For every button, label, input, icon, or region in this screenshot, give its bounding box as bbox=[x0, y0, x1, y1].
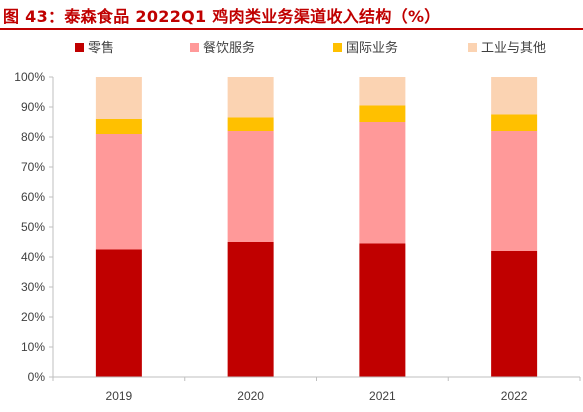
x-tick-label: 2021 bbox=[369, 389, 396, 403]
chart-title: 图 43：泰森食品 2022Q1 鸡肉类业务渠道收入结构（%） bbox=[3, 7, 441, 26]
bar-2020-series-1 bbox=[227, 242, 274, 377]
legend-swatch-3 bbox=[333, 43, 342, 52]
y-tick-label: 90% bbox=[21, 100, 45, 114]
x-tick-label: 2019 bbox=[106, 389, 133, 403]
y-tick-label: 70% bbox=[21, 160, 45, 174]
y-tick-label: 30% bbox=[21, 280, 45, 294]
legend-label-1: 零售 bbox=[88, 40, 114, 56]
x-tick-label: 2022 bbox=[501, 389, 528, 403]
bar-2019-series-4 bbox=[95, 77, 142, 119]
bar-2021-series-1 bbox=[359, 243, 406, 377]
bar-2022-series-3 bbox=[491, 114, 538, 131]
legend-swatch-4 bbox=[468, 43, 477, 52]
y-tick-label: 10% bbox=[21, 340, 45, 354]
bar-2020-series-3 bbox=[227, 117, 274, 131]
y-axis: 0% 10% 20% 30% 40% 50% 60% 70% 80% 90% 100% bbox=[14, 70, 54, 384]
bar-2021-series-2 bbox=[359, 122, 406, 244]
bar-2021-series-3 bbox=[359, 105, 406, 122]
y-tick-label: 0% bbox=[28, 370, 46, 384]
bar-2020-series-2 bbox=[227, 131, 274, 242]
bar-2022-series-4 bbox=[491, 77, 538, 115]
bars bbox=[95, 77, 538, 377]
legend-swatch-2 bbox=[190, 43, 199, 52]
legend-label-3: 国际业务 bbox=[346, 40, 398, 56]
x-axis: 2019 2020 2021 2022 bbox=[52, 376, 581, 403]
legend-swatch-1 bbox=[75, 43, 84, 52]
bar-2022-series-2 bbox=[491, 131, 538, 251]
y-tick-label: 80% bbox=[21, 130, 45, 144]
x-tick-label: 2020 bbox=[237, 389, 264, 403]
bar-2019-series-1 bbox=[95, 249, 142, 377]
bar-2022-series-1 bbox=[491, 251, 538, 377]
bar-2019-series-2 bbox=[95, 134, 142, 250]
y-tick-label: 100% bbox=[14, 70, 45, 84]
y-tick-label: 50% bbox=[21, 220, 45, 234]
y-tick-label: 20% bbox=[21, 310, 45, 324]
bar-2019-series-3 bbox=[95, 119, 142, 134]
legend: 零售 餐饮服务 国际业务 工业与其他 bbox=[75, 40, 546, 56]
legend-label-4: 工业与其他 bbox=[481, 41, 546, 56]
bar-2021-series-4 bbox=[359, 77, 406, 106]
legend-label-2: 餐饮服务 bbox=[203, 40, 255, 56]
y-tick-label: 40% bbox=[21, 250, 45, 264]
title-bar: 图 43：泰森食品 2022Q1 鸡肉类业务渠道收入结构（%） bbox=[0, 0, 583, 30]
bar-2020-series-4 bbox=[227, 77, 274, 118]
y-tick-label: 60% bbox=[21, 190, 45, 204]
